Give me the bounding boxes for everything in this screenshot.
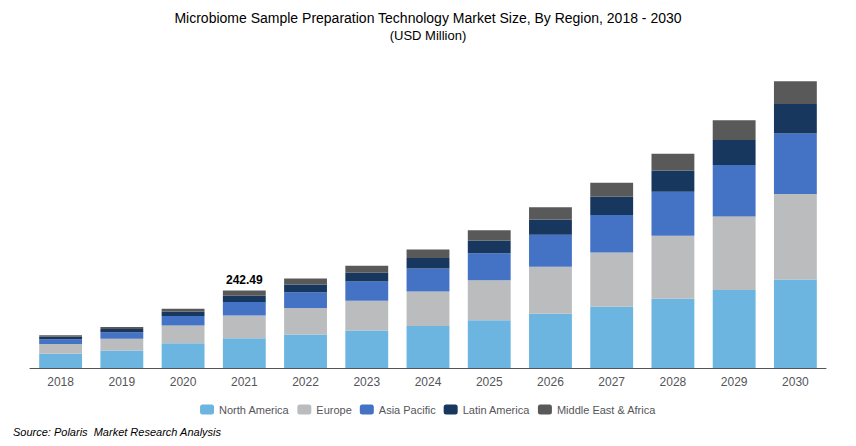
svg-text:2018: 2018 xyxy=(47,375,74,389)
svg-text:Latin America: Latin America xyxy=(463,404,531,416)
svg-text:Source: Polaris Market Resear: Source: Polaris Market Research Analysis xyxy=(13,426,222,438)
svg-text:Asia Pacific: Asia Pacific xyxy=(379,404,436,416)
svg-text:Middle East & Africa: Middle East & Africa xyxy=(557,404,656,416)
svg-text:2023: 2023 xyxy=(353,375,380,389)
svg-text:2027: 2027 xyxy=(598,375,625,389)
svg-text:(USD Million): (USD Million) xyxy=(390,28,467,43)
svg-text:2025: 2025 xyxy=(476,375,503,389)
svg-text:Microbiome Sample Preparation: Microbiome Sample Preparation Technology… xyxy=(174,10,681,26)
svg-text:2024: 2024 xyxy=(415,375,442,389)
svg-text:Europe: Europe xyxy=(316,404,351,416)
svg-text:2029: 2029 xyxy=(721,375,748,389)
svg-text:2020: 2020 xyxy=(170,375,197,389)
svg-text:2019: 2019 xyxy=(108,375,135,389)
svg-text:2028: 2028 xyxy=(660,375,687,389)
svg-text:2022: 2022 xyxy=(292,375,319,389)
svg-text:North America: North America xyxy=(219,404,290,416)
svg-text:242.49: 242.49 xyxy=(226,273,263,287)
svg-text:2021: 2021 xyxy=(231,375,258,389)
svg-text:2026: 2026 xyxy=(537,375,564,389)
svg-text:2030: 2030 xyxy=(782,375,809,389)
